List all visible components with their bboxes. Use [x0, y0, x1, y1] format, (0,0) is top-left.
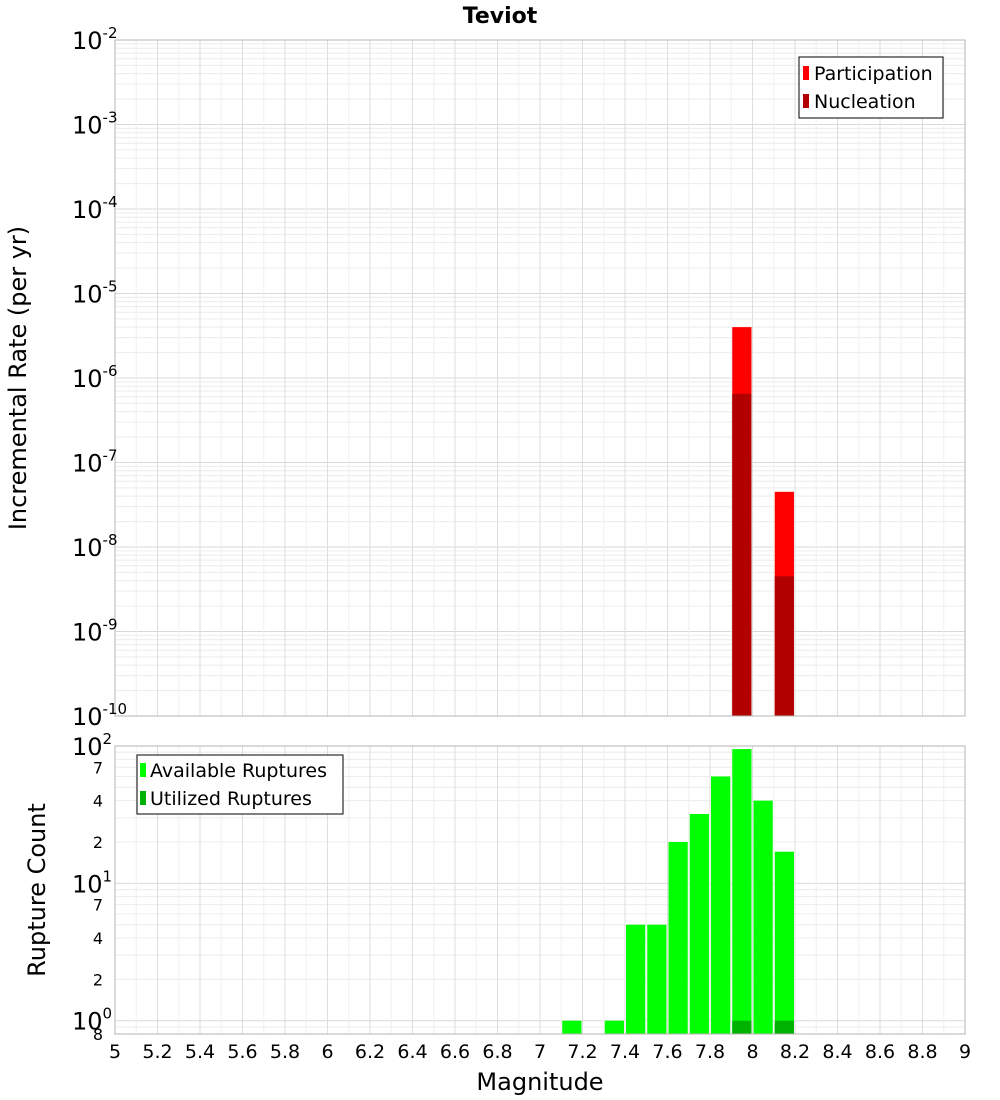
rate-y-tick-label: 10-9: [72, 616, 118, 647]
rate-y-tick-label: 10-2: [72, 24, 118, 55]
count-available-ruptures-bar: [626, 924, 646, 1034]
x-tick-label: 5.2: [142, 1041, 172, 1063]
x-tick-label: 7.2: [567, 1041, 597, 1063]
x-tick-label: 6.6: [440, 1041, 470, 1063]
count-available-ruptures-bar: [711, 776, 731, 1034]
count-available-ruptures-bar: [774, 851, 794, 1034]
x-tick-label: 6.8: [482, 1041, 512, 1063]
magnitude-x-ticks: 5 5.2 5.4 5.6 5.8 6 6.2 6.4 6.6 6.8 7 7.2 7.4 7.6 7.8 8…: [109, 1041, 971, 1063]
x-tick-label: 7.4: [610, 1041, 640, 1063]
count-legend: Available Ruptures Utilized Ruptures: [136, 754, 344, 815]
count-y-tick-label: 7: [93, 896, 103, 915]
x-tick-label: 6: [321, 1041, 333, 1063]
x-tick-label: 5: [109, 1041, 121, 1063]
count-available-ruptures-bar: [689, 813, 709, 1034]
count-y-tick-label: 102: [72, 730, 112, 761]
count-bars: [562, 749, 794, 1034]
available-legend-label: Available Ruptures: [150, 760, 327, 782]
count-utilized-ruptures-bar: [732, 1020, 752, 1034]
x-tick-label: 6.4: [397, 1041, 427, 1063]
rate-y-tick-label: 10-4: [72, 193, 118, 224]
count-plot-border: [114, 745, 966, 1035]
count-y-tick-label: 4: [93, 929, 103, 948]
rate-y-tick-label: 10-3: [72, 109, 118, 140]
count-available-ruptures-bar: [668, 842, 688, 1034]
count-y-tick-label: 7: [93, 758, 103, 777]
rate-bars: [732, 327, 794, 716]
rate-y-ticks: 10-2 10-3 10-4 10-5 10-6 10-7 10-8 10-9 10-10: [72, 24, 127, 731]
nucleation-legend-swatch: [803, 94, 809, 108]
count-utilized-ruptures-bar: [774, 1020, 794, 1034]
chart-title: Teviot: [463, 4, 538, 29]
count-y-tick-label: 4: [93, 792, 103, 811]
rate-legend: Participation Nucleation: [798, 56, 944, 119]
x-tick-label: 8.4: [822, 1041, 852, 1063]
count-y-axis-label: Rupture Count: [23, 803, 51, 977]
x-tick-label: 7: [534, 1041, 546, 1063]
count-y-tick-label: 8: [93, 1025, 103, 1044]
x-axis-label: Magnitude: [476, 1068, 603, 1096]
count-available-ruptures-bar: [562, 1020, 582, 1034]
rate-panel: 10-2 10-3 10-4 10-5 10-6 10-7 10-8 10-9 10-10 In…: [4, 24, 966, 731]
rate-plot-border: [114, 39, 966, 717]
x-tick-label: 9: [959, 1041, 971, 1063]
rate-legend-box: [798, 56, 944, 119]
count-y-tick-label: 2: [93, 833, 103, 852]
count-available-ruptures-bar: [732, 749, 752, 1034]
count-y-tick-label: 2: [93, 970, 103, 989]
rate-grid: [114, 39, 966, 717]
utilized-legend-swatch: [140, 791, 146, 805]
x-tick-label: 5.6: [227, 1041, 257, 1063]
utilized-legend-label: Utilized Ruptures: [150, 788, 312, 810]
rate-y-tick-label: 10-6: [72, 362, 118, 393]
rate-nucleation-bar: [732, 393, 752, 716]
x-tick-label: 8: [746, 1041, 758, 1063]
x-tick-label: 8.6: [865, 1041, 895, 1063]
count-available-ruptures-bar: [647, 924, 667, 1034]
x-tick-label: 7.6: [652, 1041, 682, 1063]
count-available-ruptures-bar: [604, 1020, 624, 1034]
rate-y-axis-label: Incremental Rate (per yr): [4, 226, 32, 530]
x-tick-label: 5.4: [185, 1041, 215, 1063]
participation-legend-label: Participation: [814, 63, 933, 85]
x-tick-label: 8.8: [907, 1041, 937, 1063]
count-y-tick-label: 100: [72, 1005, 112, 1036]
rate-y-tick-label: 10-7: [72, 447, 118, 478]
rate-y-tick-label: 10-10: [72, 700, 127, 731]
count-available-ruptures-bar: [753, 800, 773, 1034]
rate-y-tick-label: 10-5: [72, 278, 118, 309]
available-legend-swatch: [140, 763, 146, 777]
count-legend-box: [136, 754, 344, 815]
x-tick-label: 6.2: [355, 1041, 385, 1063]
x-tick-label: 7.8: [695, 1041, 725, 1063]
x-tick-label: 5.8: [270, 1041, 300, 1063]
count-y-tick-label: 101: [72, 867, 112, 898]
nucleation-legend-label: Nucleation: [814, 91, 916, 113]
x-tick-label: 8.2: [780, 1041, 810, 1063]
rate-y-tick-label: 10-8: [72, 531, 118, 562]
rate-nucleation-bar: [774, 576, 794, 716]
participation-legend-swatch: [803, 66, 809, 80]
